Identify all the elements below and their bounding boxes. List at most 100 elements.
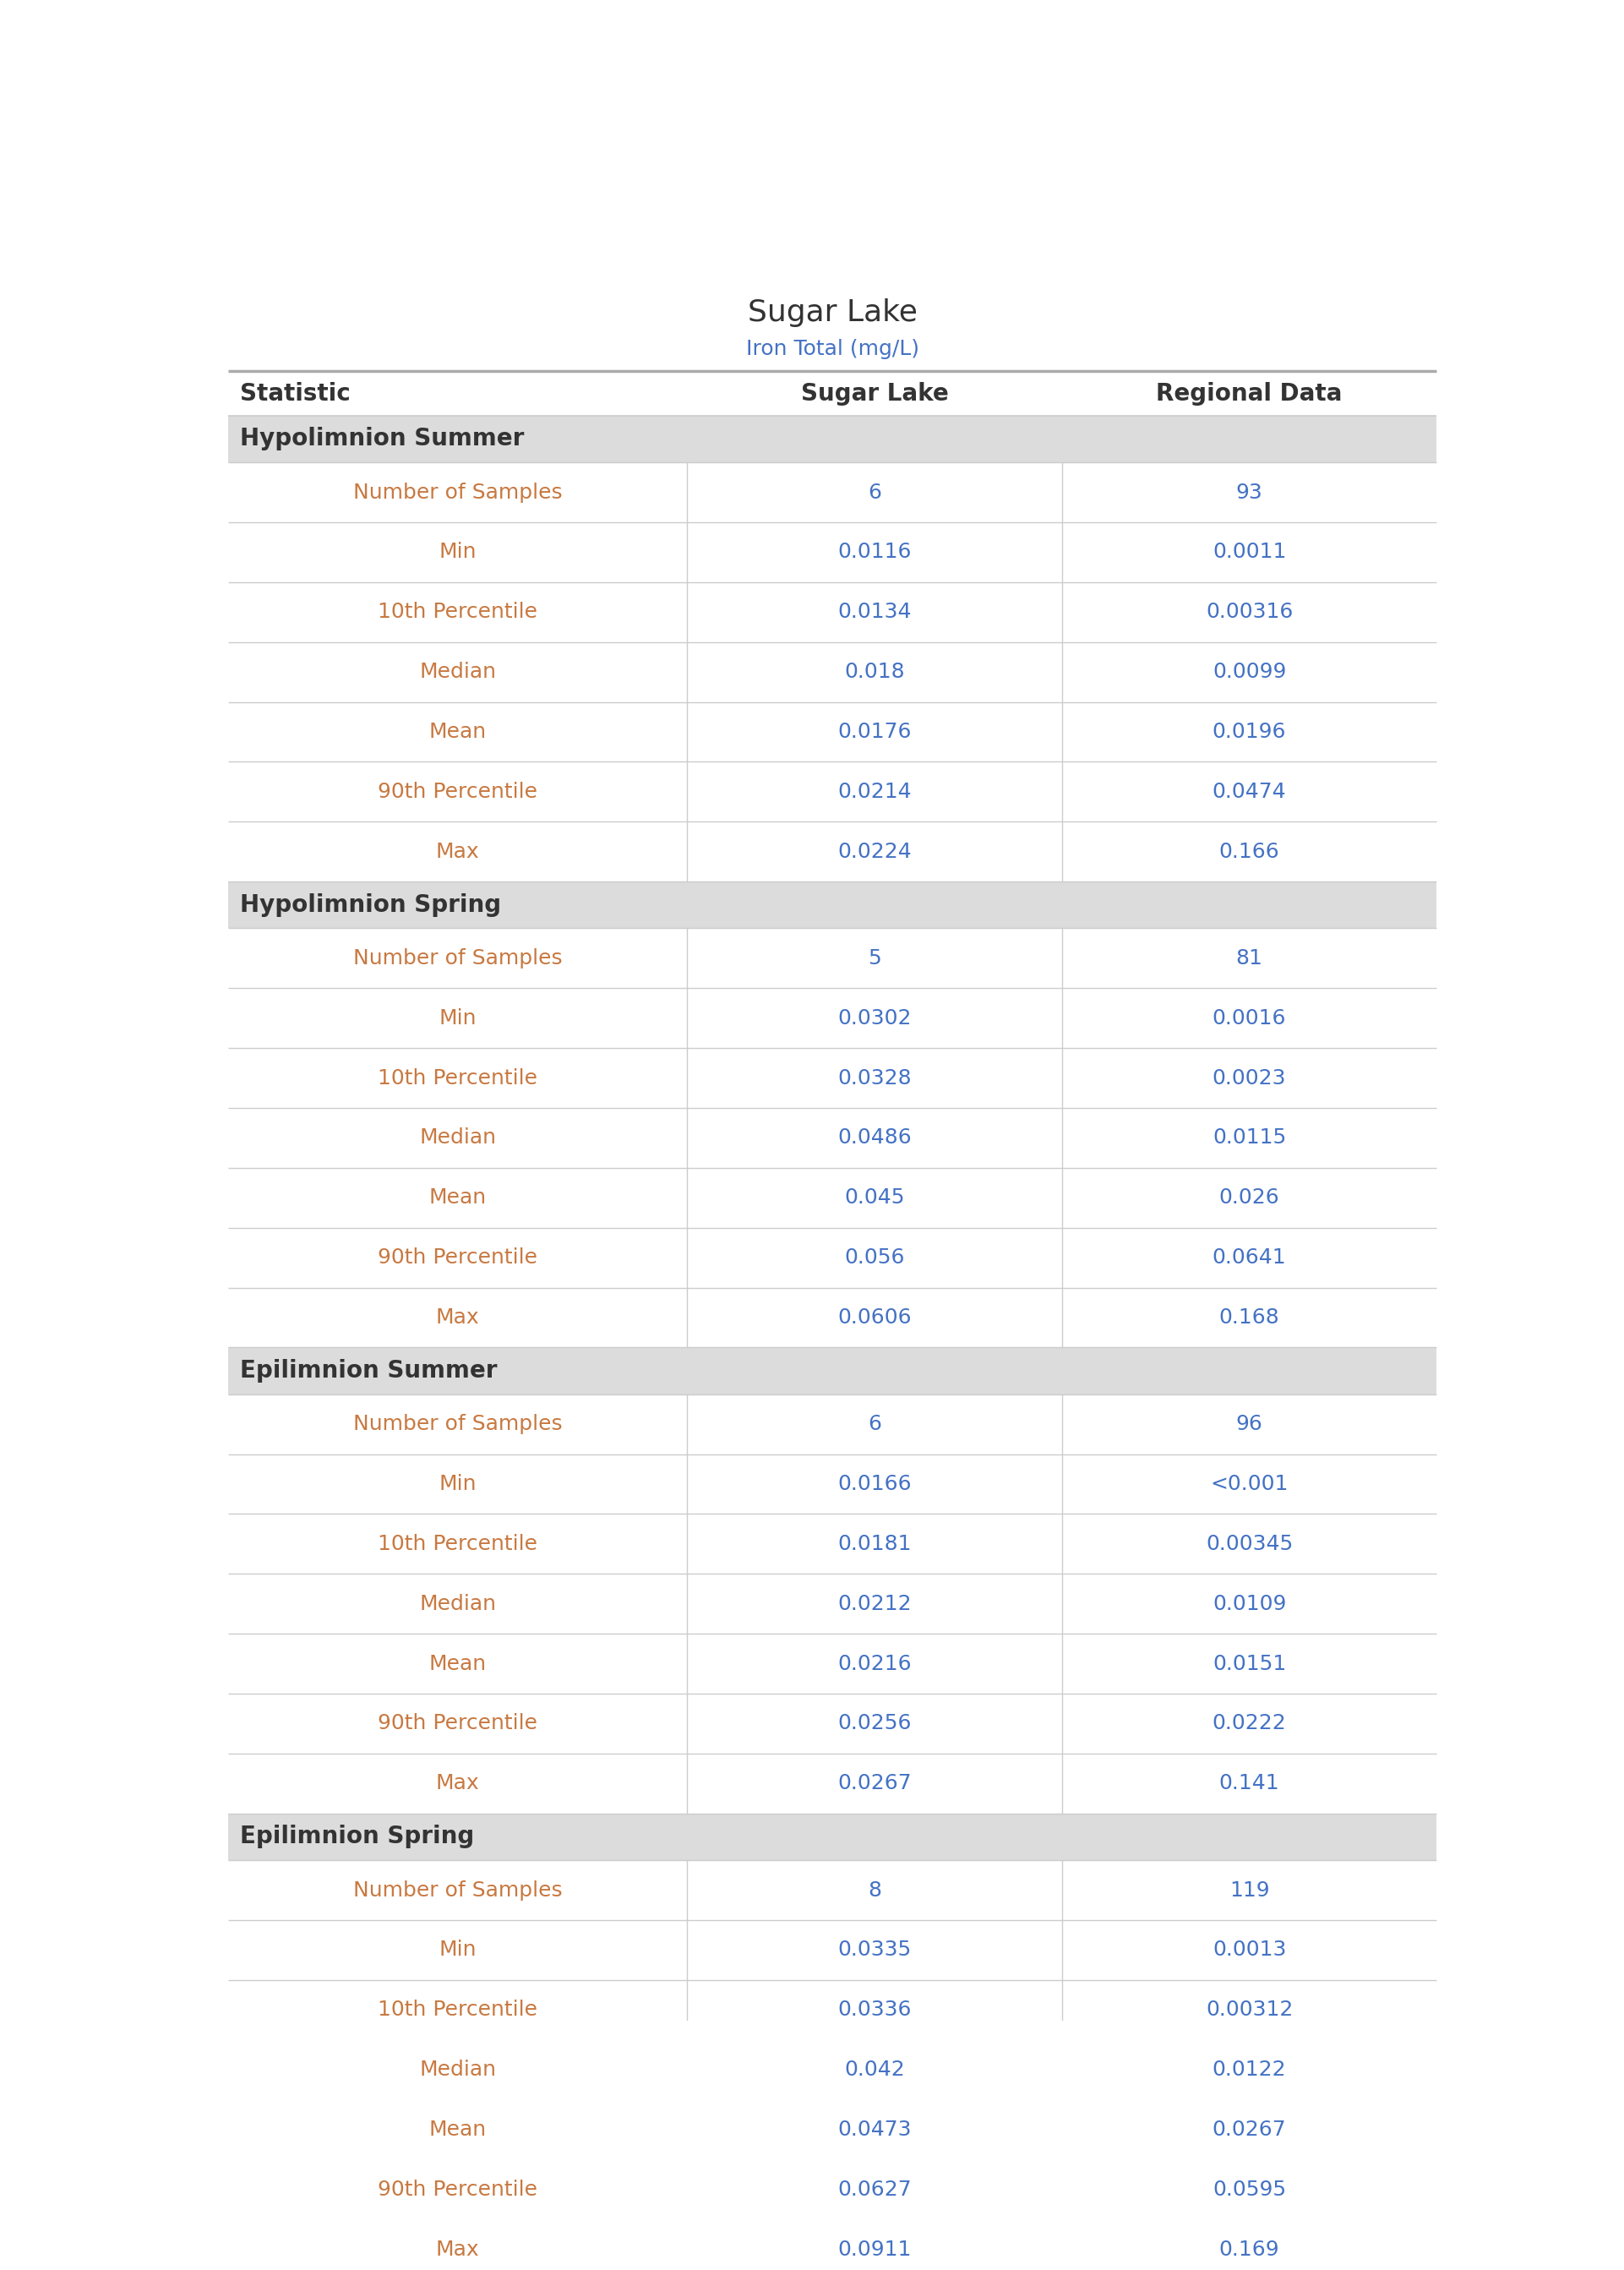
Text: 0.0911: 0.0911: [838, 2238, 911, 2259]
Text: 90th Percentile: 90th Percentile: [378, 2179, 538, 2200]
Text: 0.169: 0.169: [1220, 2238, 1280, 2259]
Bar: [227, 2159, 1437, 2220]
Text: Hypolimnion Spring: Hypolimnion Spring: [240, 892, 500, 917]
Bar: [227, 1455, 1437, 1514]
Text: 10th Percentile: 10th Percentile: [378, 1067, 538, 1087]
Text: Sugar Lake: Sugar Lake: [801, 381, 948, 406]
Text: 0.168: 0.168: [1220, 1308, 1280, 1328]
Bar: [227, 2041, 1437, 2100]
Text: Min: Min: [438, 1008, 476, 1028]
Text: 5: 5: [867, 949, 882, 969]
Bar: [227, 415, 1437, 463]
Bar: [227, 1514, 1437, 1573]
Text: 0.0641: 0.0641: [1213, 1249, 1286, 1267]
Text: 0.0016: 0.0016: [1213, 1008, 1286, 1028]
Text: 0.0216: 0.0216: [838, 1653, 911, 1673]
Bar: [227, 1634, 1437, 1693]
Text: 0.0011: 0.0011: [1213, 543, 1286, 563]
Bar: [227, 987, 1437, 1049]
Text: 0.0013: 0.0013: [1213, 1941, 1286, 1961]
Text: 0.0212: 0.0212: [838, 1594, 911, 1614]
Bar: [227, 1287, 1437, 1348]
Text: 0.0267: 0.0267: [838, 1773, 911, 1793]
Text: Max: Max: [435, 1308, 479, 1328]
Text: 6: 6: [867, 481, 882, 502]
Text: 0.0473: 0.0473: [838, 2120, 911, 2141]
Text: 8: 8: [867, 1880, 882, 1900]
Text: 0.0222: 0.0222: [1212, 1714, 1286, 1734]
Text: 0.166: 0.166: [1220, 842, 1280, 863]
Text: 10th Percentile: 10th Percentile: [378, 1535, 538, 1555]
Text: 0.0116: 0.0116: [838, 543, 911, 563]
Text: 0.0196: 0.0196: [1213, 722, 1286, 742]
Bar: [227, 2100, 1437, 2159]
Bar: [227, 928, 1437, 987]
Text: Min: Min: [438, 1473, 476, 1494]
Text: 81: 81: [1236, 949, 1263, 969]
Text: 119: 119: [1229, 1880, 1270, 1900]
Bar: [227, 1859, 1437, 1920]
Text: Epilimnion Summer: Epilimnion Summer: [240, 1360, 497, 1382]
Text: 6: 6: [867, 1414, 882, 1435]
Bar: [227, 881, 1437, 928]
Text: Median: Median: [419, 663, 495, 681]
Text: Max: Max: [435, 1773, 479, 1793]
Bar: [227, 1920, 1437, 1979]
Text: 0.0214: 0.0214: [838, 781, 911, 801]
Text: Number of Samples: Number of Samples: [352, 1880, 562, 1900]
Bar: [227, 701, 1437, 763]
Text: 0.042: 0.042: [844, 2059, 905, 2079]
Text: 0.0166: 0.0166: [838, 1473, 911, 1494]
Bar: [227, 372, 1437, 415]
Text: 0.00316: 0.00316: [1205, 602, 1293, 622]
Text: 0.0336: 0.0336: [838, 2000, 911, 2020]
Bar: [227, 2220, 1437, 2270]
Text: 0.026: 0.026: [1220, 1187, 1280, 1208]
Text: Sugar Lake: Sugar Lake: [747, 300, 918, 327]
Bar: [227, 1228, 1437, 1287]
Bar: [227, 1108, 1437, 1167]
Text: 0.0335: 0.0335: [838, 1941, 911, 1961]
Text: 0.0328: 0.0328: [838, 1067, 911, 1087]
Bar: [227, 1814, 1437, 1859]
Bar: [227, 1752, 1437, 1814]
Text: 93: 93: [1236, 481, 1263, 502]
Text: 0.0606: 0.0606: [838, 1308, 911, 1328]
Text: Number of Samples: Number of Samples: [352, 949, 562, 969]
Text: 0.0627: 0.0627: [838, 2179, 911, 2200]
Text: Min: Min: [438, 1941, 476, 1961]
Text: Epilimnion Spring: Epilimnion Spring: [240, 1825, 474, 1848]
Text: 0.00345: 0.00345: [1205, 1535, 1293, 1555]
Text: 0.045: 0.045: [844, 1187, 905, 1208]
Text: 10th Percentile: 10th Percentile: [378, 2000, 538, 2020]
Text: Hypolimnion Summer: Hypolimnion Summer: [240, 427, 525, 452]
Text: 0.0109: 0.0109: [1213, 1594, 1286, 1614]
Text: 0.0486: 0.0486: [838, 1128, 911, 1149]
Text: 0.0023: 0.0023: [1213, 1067, 1286, 1087]
Text: Iron Total (mg/L): Iron Total (mg/L): [745, 338, 919, 359]
Text: 0.056: 0.056: [844, 1249, 905, 1267]
Text: 0.0181: 0.0181: [838, 1535, 911, 1555]
Text: Median: Median: [419, 1128, 495, 1149]
Bar: [227, 581, 1437, 642]
Text: 0.0099: 0.0099: [1213, 663, 1286, 681]
Text: Statistic: Statistic: [240, 381, 351, 406]
Bar: [227, 1693, 1437, 1752]
Text: Number of Samples: Number of Samples: [352, 1414, 562, 1435]
Text: 0.0267: 0.0267: [1213, 2120, 1286, 2141]
Bar: [227, 1573, 1437, 1634]
Bar: [227, 463, 1437, 522]
Text: Max: Max: [435, 842, 479, 863]
Bar: [227, 642, 1437, 701]
Bar: [227, 522, 1437, 581]
Bar: [227, 1348, 1437, 1394]
Bar: [227, 1394, 1437, 1455]
Text: Mean: Mean: [429, 1187, 486, 1208]
Text: 0.141: 0.141: [1220, 1773, 1280, 1793]
Text: Mean: Mean: [429, 2120, 486, 2141]
Bar: [227, 1167, 1437, 1228]
Text: Max: Max: [435, 2238, 479, 2259]
Text: 10th Percentile: 10th Percentile: [378, 602, 538, 622]
Text: Min: Min: [438, 543, 476, 563]
Text: 90th Percentile: 90th Percentile: [378, 1714, 538, 1734]
